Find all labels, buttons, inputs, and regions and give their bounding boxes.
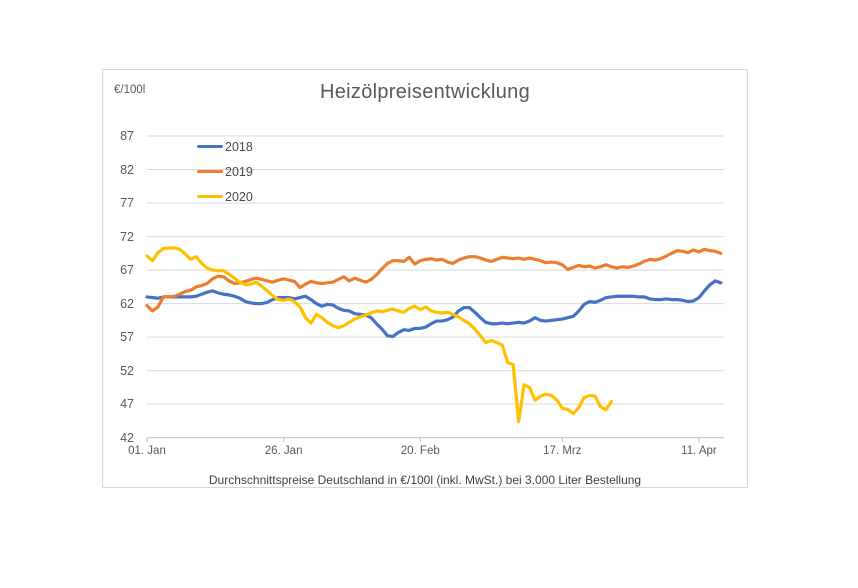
- plot-area: [145, 135, 724, 443]
- chart-box: €/100l Heizölpreisentwicklung 87 82 77 72 67…: [102, 69, 748, 488]
- y-tick-label: 72: [120, 229, 134, 244]
- series-line-2018: [145, 279, 723, 339]
- series-line-2020: [145, 246, 614, 424]
- series-line-2019: [145, 247, 723, 313]
- x-tick-label: 20. Feb: [400, 444, 440, 457]
- legend-label-2019: 2019: [225, 164, 253, 179]
- legend-label-2020: 2020: [225, 189, 253, 204]
- legend-item-2020: 2020: [197, 184, 253, 209]
- y-tick-label: 42: [120, 430, 134, 445]
- x-tick-label: 01. Jan: [128, 444, 166, 457]
- y-tick-label: 67: [120, 263, 134, 278]
- legend-swatch-2020: [197, 194, 223, 199]
- y-tick-label: 52: [120, 363, 134, 378]
- x-tick-label: 11. Apr: [681, 444, 717, 457]
- footnote: Durchschnittspreise Deutschland in €/100…: [208, 473, 642, 487]
- chart-title: Heizölpreisentwicklung: [319, 81, 531, 103]
- legend: 2018 2019 2020: [197, 134, 253, 209]
- y-tick-label: 57: [120, 330, 134, 345]
- y-tick-label: 62: [120, 296, 134, 311]
- legend-swatch-2018: [197, 144, 223, 149]
- legend-item-2019: 2019: [197, 159, 253, 184]
- y-axis-unit-label: €/100l: [114, 84, 146, 96]
- legend-label-2018: 2018: [225, 139, 253, 154]
- legend-item-2018: 2018: [197, 134, 253, 159]
- y-tick-label: 47: [120, 397, 134, 412]
- y-tick-label: 87: [120, 129, 134, 143]
- x-tick-label: 17. Mrz: [543, 444, 582, 457]
- y-tick-label: 82: [120, 162, 134, 177]
- legend-swatch-2019: [197, 169, 223, 174]
- y-tick-label: 77: [120, 196, 134, 211]
- x-tick-label: 26. Jan: [264, 444, 303, 457]
